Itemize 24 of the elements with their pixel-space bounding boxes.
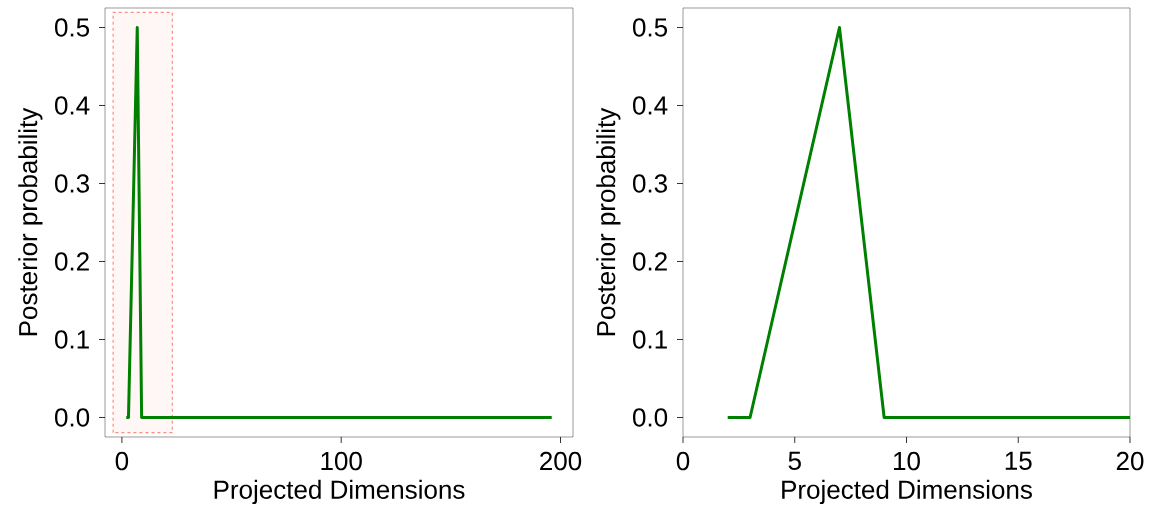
y-axis-title: Posterior probability — [18, 107, 43, 336]
y-tick-label: 0.4 — [55, 96, 90, 115]
y-tick-label: 0.2 — [55, 252, 89, 271]
x-tick-label: 20 — [1116, 451, 1144, 471]
y-tick-label: 0.0 — [633, 408, 668, 427]
x-tick-label: 0 — [676, 451, 690, 471]
y-tick-label: 0.2 — [633, 252, 667, 271]
y-tick-label: 0.0 — [55, 408, 90, 427]
y-tick-label: 0.1 — [55, 330, 89, 349]
y-tick-label: 0.3 — [633, 174, 667, 193]
x-tick-label: 5 — [788, 451, 801, 470]
x-tick-label: 200 — [540, 451, 582, 471]
y-tick-label: 0.5 — [633, 18, 668, 37]
x-tick-label: 10 — [894, 451, 920, 471]
x-tick-label: 0 — [115, 451, 129, 471]
x-axis-title: Projected Dimensions — [214, 479, 465, 505]
x-axis-title: Projected Dimensions — [782, 479, 1032, 505]
x-tick-label: 15 — [1005, 451, 1032, 470]
y-axis-title: Posterior probability — [596, 107, 621, 336]
y-tick-label: 0.1 — [633, 330, 667, 349]
x-tick-label: 100 — [321, 451, 362, 471]
y-tick-label: 0.5 — [55, 18, 90, 37]
y-tick-label: 0.3 — [55, 174, 89, 193]
y-tick-label: 0.4 — [633, 96, 668, 115]
